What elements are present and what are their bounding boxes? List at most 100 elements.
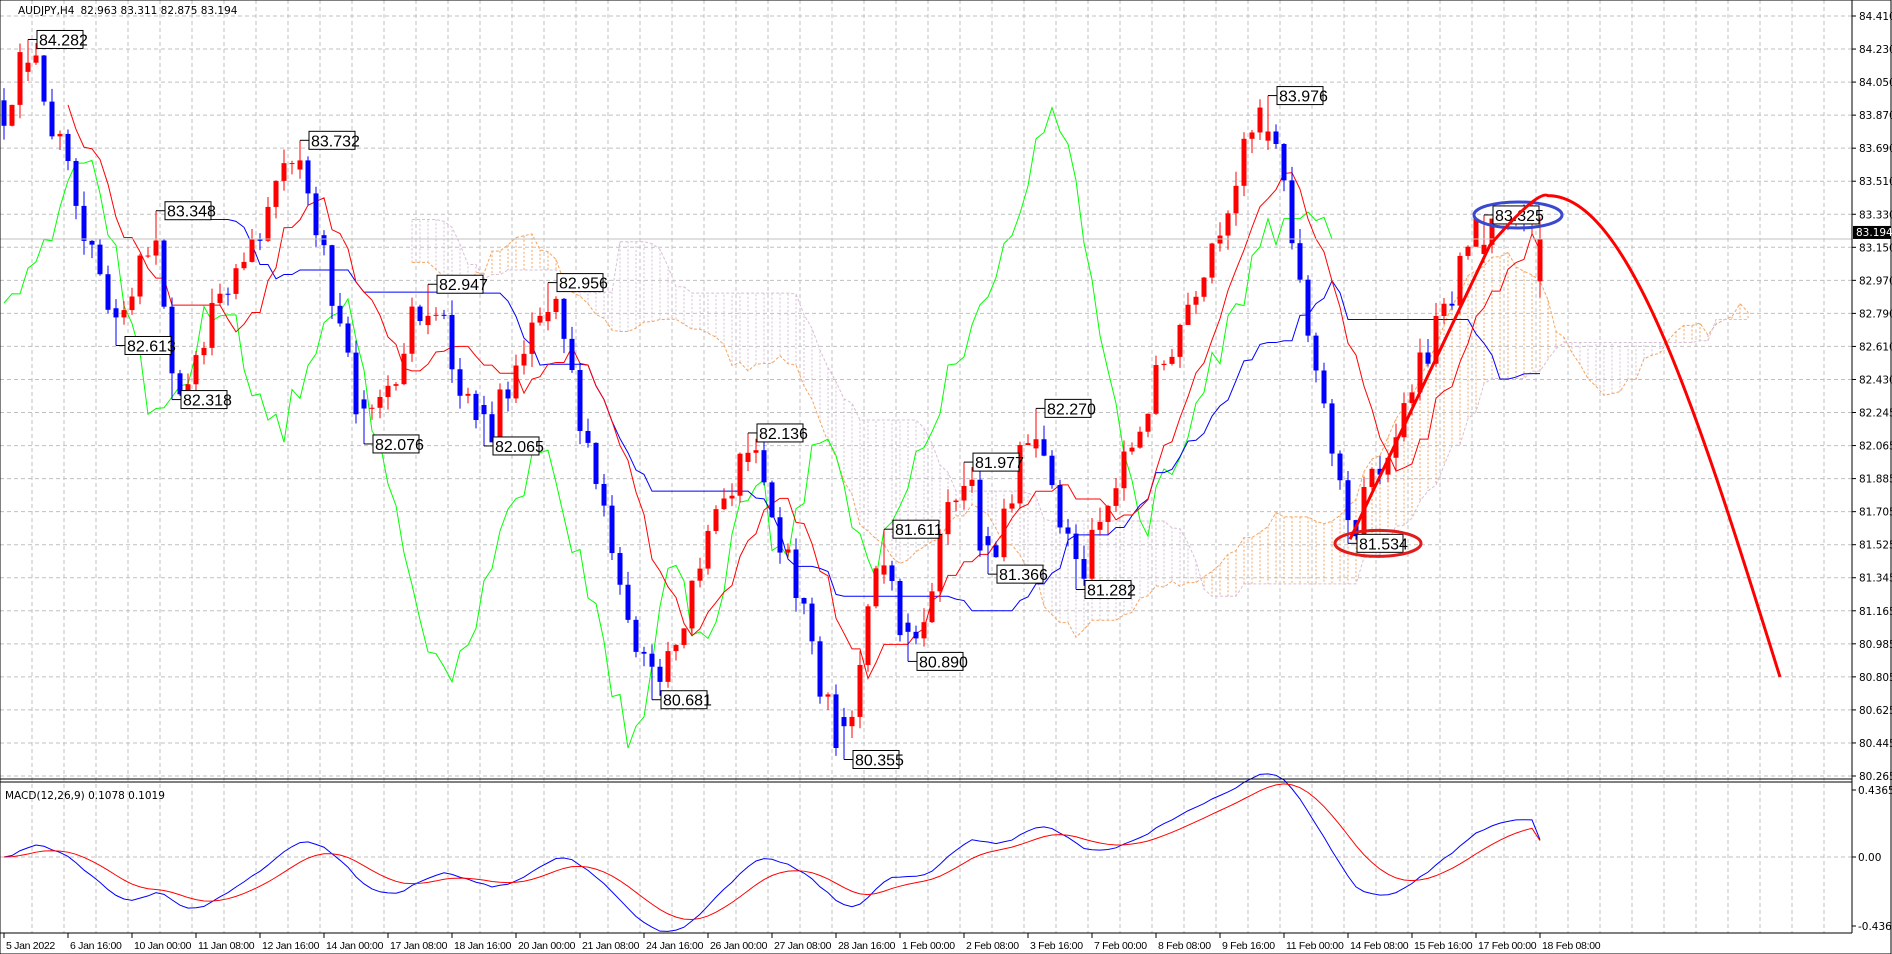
- bear-candle: [1281, 143, 1287, 192]
- candle-body: [665, 651, 671, 682]
- time-tick-label: 3 Feb 16:00: [1030, 940, 1083, 952]
- time-tick-label: 27 Jan 08:00: [774, 940, 832, 952]
- candle-body: [673, 644, 679, 652]
- price-tick-label: 82.970: [1859, 275, 1892, 287]
- bear-candle: [769, 480, 775, 518]
- candle-body: [289, 163, 295, 165]
- bear-candle: [569, 326, 575, 373]
- label-box: [556, 273, 604, 293]
- time-tick-label: 15 Feb 16:00: [1414, 940, 1473, 952]
- bull-candle: [1145, 413, 1151, 438]
- candle-body: [641, 651, 647, 654]
- bull-candle: [1169, 349, 1175, 366]
- time-tick-label: 11 Feb 00:00: [1286, 940, 1344, 952]
- candle-body: [681, 628, 687, 645]
- candle-body: [225, 293, 231, 295]
- bull-candle: [865, 603, 871, 672]
- label-text: 82.065: [495, 439, 544, 456]
- bear-candle: [617, 546, 623, 595]
- label-box: [1044, 398, 1092, 418]
- time-tick-label: 18 Jan 16:00: [454, 940, 512, 952]
- bear-candle: [1081, 545, 1087, 586]
- bear-candle: [1289, 166, 1295, 250]
- bull-candle: [129, 287, 135, 315]
- bull-candle: [953, 498, 959, 512]
- bull-candle: [1017, 441, 1023, 509]
- bull-candle: [825, 692, 831, 711]
- candle-body: [33, 55, 39, 63]
- candle-body: [825, 694, 831, 697]
- bull-candle: [961, 462, 967, 510]
- candle-body: [1273, 131, 1279, 144]
- bull-candle: [1097, 507, 1103, 536]
- candle-body: [577, 370, 583, 431]
- macd-header: MACD(12,26,9) 0.1078 0.1019: [5, 790, 165, 802]
- bear-candle: [657, 658, 663, 696]
- candle-body: [1433, 315, 1439, 364]
- candle-body: [745, 452, 751, 462]
- candle-body: [153, 240, 159, 256]
- bull-candle: [217, 283, 223, 307]
- candle-body: [1537, 238, 1543, 282]
- candle-body: [473, 393, 479, 421]
- candle-body: [161, 240, 167, 307]
- bear-candle: [361, 390, 367, 444]
- candle-body: [833, 694, 839, 748]
- label-text: 82.318: [183, 393, 232, 410]
- bull-candle: [369, 404, 375, 420]
- candle-body: [929, 591, 935, 623]
- bear-candle: [113, 299, 119, 346]
- price-label: 82.613: [116, 335, 176, 355]
- candle-body: [729, 495, 735, 499]
- time-tick-label: 17 Jan 08:00: [390, 940, 448, 952]
- candle-body: [905, 622, 911, 632]
- candle-body: [41, 55, 47, 102]
- candle-body: [1081, 559, 1087, 579]
- candle-body: [697, 568, 703, 581]
- label-text: 82.270: [1047, 401, 1096, 418]
- candle-body: [345, 323, 351, 353]
- bear-candle: [977, 471, 983, 557]
- time-tick-label: 14 Jan 00:00: [326, 940, 384, 952]
- label-text: 83.325: [1495, 208, 1544, 225]
- bear-candle: [321, 230, 327, 256]
- candle-body: [281, 163, 287, 181]
- bull-candle: [921, 608, 927, 647]
- bear-candle: [305, 156, 311, 206]
- candle-body: [137, 255, 143, 297]
- annotations[interactable]: [1333, 193, 1782, 678]
- candle-body: [865, 606, 871, 665]
- candle-body: [241, 261, 247, 269]
- bear-candle: [345, 316, 351, 358]
- candle-body: [49, 101, 55, 137]
- bull-candle: [1241, 132, 1247, 197]
- bear-candle: [593, 442, 599, 490]
- time-tick-label: 12 Jan 16:00: [262, 940, 320, 952]
- candle-body: [1121, 451, 1127, 489]
- candle-body: [1, 100, 7, 126]
- price-label: 81.977: [964, 452, 1024, 472]
- candle-body: [809, 603, 815, 642]
- candle-body: [953, 500, 959, 503]
- bull-candle: [537, 307, 543, 326]
- candle-body: [1281, 143, 1287, 181]
- bull-candle: [289, 160, 295, 175]
- candle-body: [1017, 445, 1023, 504]
- label-text: 80.355: [855, 752, 904, 769]
- label-box: [36, 29, 84, 49]
- badge-bg: [1853, 225, 1891, 239]
- price-tick-label: 80.625: [1859, 705, 1892, 717]
- price-tick-label: 81.525: [1859, 540, 1892, 552]
- bear-candle: [313, 186, 319, 247]
- bull-candle: [1249, 130, 1255, 154]
- bull-candle: [25, 39, 31, 82]
- candle-body: [713, 509, 719, 531]
- candle-body: [457, 369, 463, 396]
- candle-body: [1225, 213, 1231, 236]
- candle-body: [1049, 455, 1055, 486]
- price-tick-label: 82.245: [1859, 408, 1892, 420]
- candle-body: [857, 664, 863, 717]
- bear-candle: [1041, 425, 1047, 457]
- bull-candle: [1113, 477, 1119, 512]
